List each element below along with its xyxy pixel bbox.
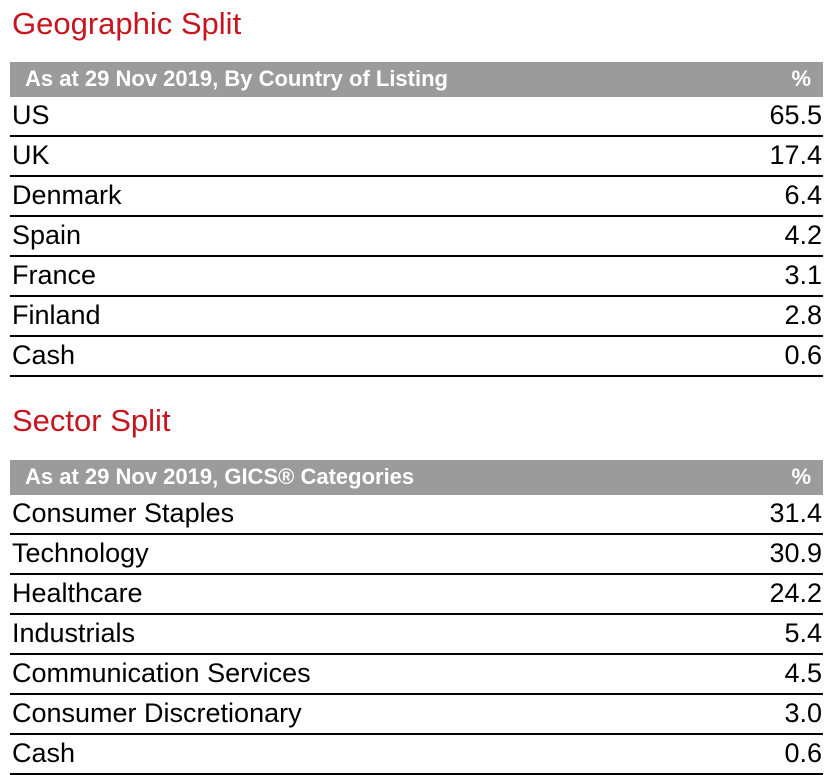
table-header-row: As at 29 Nov 2019, By Country of Listing… (10, 62, 823, 98)
row-label: US (10, 97, 733, 138)
table-header-percent: % (733, 460, 823, 496)
sector-split-table: As at 29 Nov 2019, GICS® Categories % Co… (10, 460, 823, 775)
table-row: US 65.5 (10, 97, 823, 138)
row-label: France (10, 256, 733, 298)
table-row: Industrials 5.4 (10, 614, 823, 656)
geographic-split-title: Geographic Split (12, 6, 242, 41)
table-row: Finland 2.8 (10, 296, 823, 338)
row-label: Consumer Staples (10, 495, 733, 536)
row-value: 5.4 (733, 614, 823, 656)
row-label: Finland (10, 296, 733, 338)
row-value: 3.0 (733, 694, 823, 736)
row-value: 24.2 (733, 574, 823, 616)
row-label: Industrials (10, 614, 733, 656)
row-value: 2.8 (733, 296, 823, 338)
geographic-split-section: Geographic Split As at 29 Nov 2019, By C… (10, 5, 823, 378)
row-label: Healthcare (10, 574, 733, 616)
table-row: Consumer Discretionary 3.0 (10, 694, 823, 736)
table-row: Consumer Staples 31.4 (10, 495, 823, 536)
row-value: 6.4 (733, 176, 823, 218)
table-row: Denmark 6.4 (10, 176, 823, 218)
row-label: Technology (10, 534, 733, 576)
row-value: 30.9 (733, 534, 823, 576)
table-row: Technology 30.9 (10, 534, 823, 576)
table-header-row: As at 29 Nov 2019, GICS® Categories % (10, 460, 823, 496)
geographic-split-table: As at 29 Nov 2019, By Country of Listing… (10, 62, 823, 378)
row-label: Cash (10, 336, 733, 378)
table-row: France 3.1 (10, 256, 823, 298)
row-label: Denmark (10, 176, 733, 218)
table-header-label: As at 29 Nov 2019, By Country of Listing (10, 62, 733, 98)
table-row: Cash 0.6 (10, 734, 823, 775)
row-value: 4.2 (733, 216, 823, 258)
row-label: Spain (10, 216, 733, 258)
factsheet-page: Geographic Split As at 29 Nov 2019, By C… (10, 0, 823, 775)
row-value: 3.1 (733, 256, 823, 298)
row-value: 17.4 (733, 136, 823, 178)
row-value: 4.5 (733, 654, 823, 696)
table-row: Healthcare 24.2 (10, 574, 823, 616)
row-label: Cash (10, 734, 733, 775)
row-label: Consumer Discretionary (10, 694, 733, 736)
sector-split-title: Sector Split (12, 403, 171, 439)
table-row: UK 17.4 (10, 136, 823, 178)
table-row: Spain 4.2 (10, 216, 823, 258)
row-label: UK (10, 136, 733, 178)
row-value: 0.6 (733, 336, 823, 378)
row-label: Communication Services (10, 654, 733, 696)
row-value: 0.6 (733, 734, 823, 775)
row-value: 31.4 (733, 495, 823, 536)
row-value: 65.5 (733, 97, 823, 138)
table-header-percent: % (733, 62, 823, 98)
table-row: Cash 0.6 (10, 336, 823, 378)
sector-split-section: Sector Split As at 29 Nov 2019, GICS® Ca… (10, 402, 823, 775)
table-row: Communication Services 4.5 (10, 654, 823, 696)
table-header-label: As at 29 Nov 2019, GICS® Categories (10, 460, 733, 496)
